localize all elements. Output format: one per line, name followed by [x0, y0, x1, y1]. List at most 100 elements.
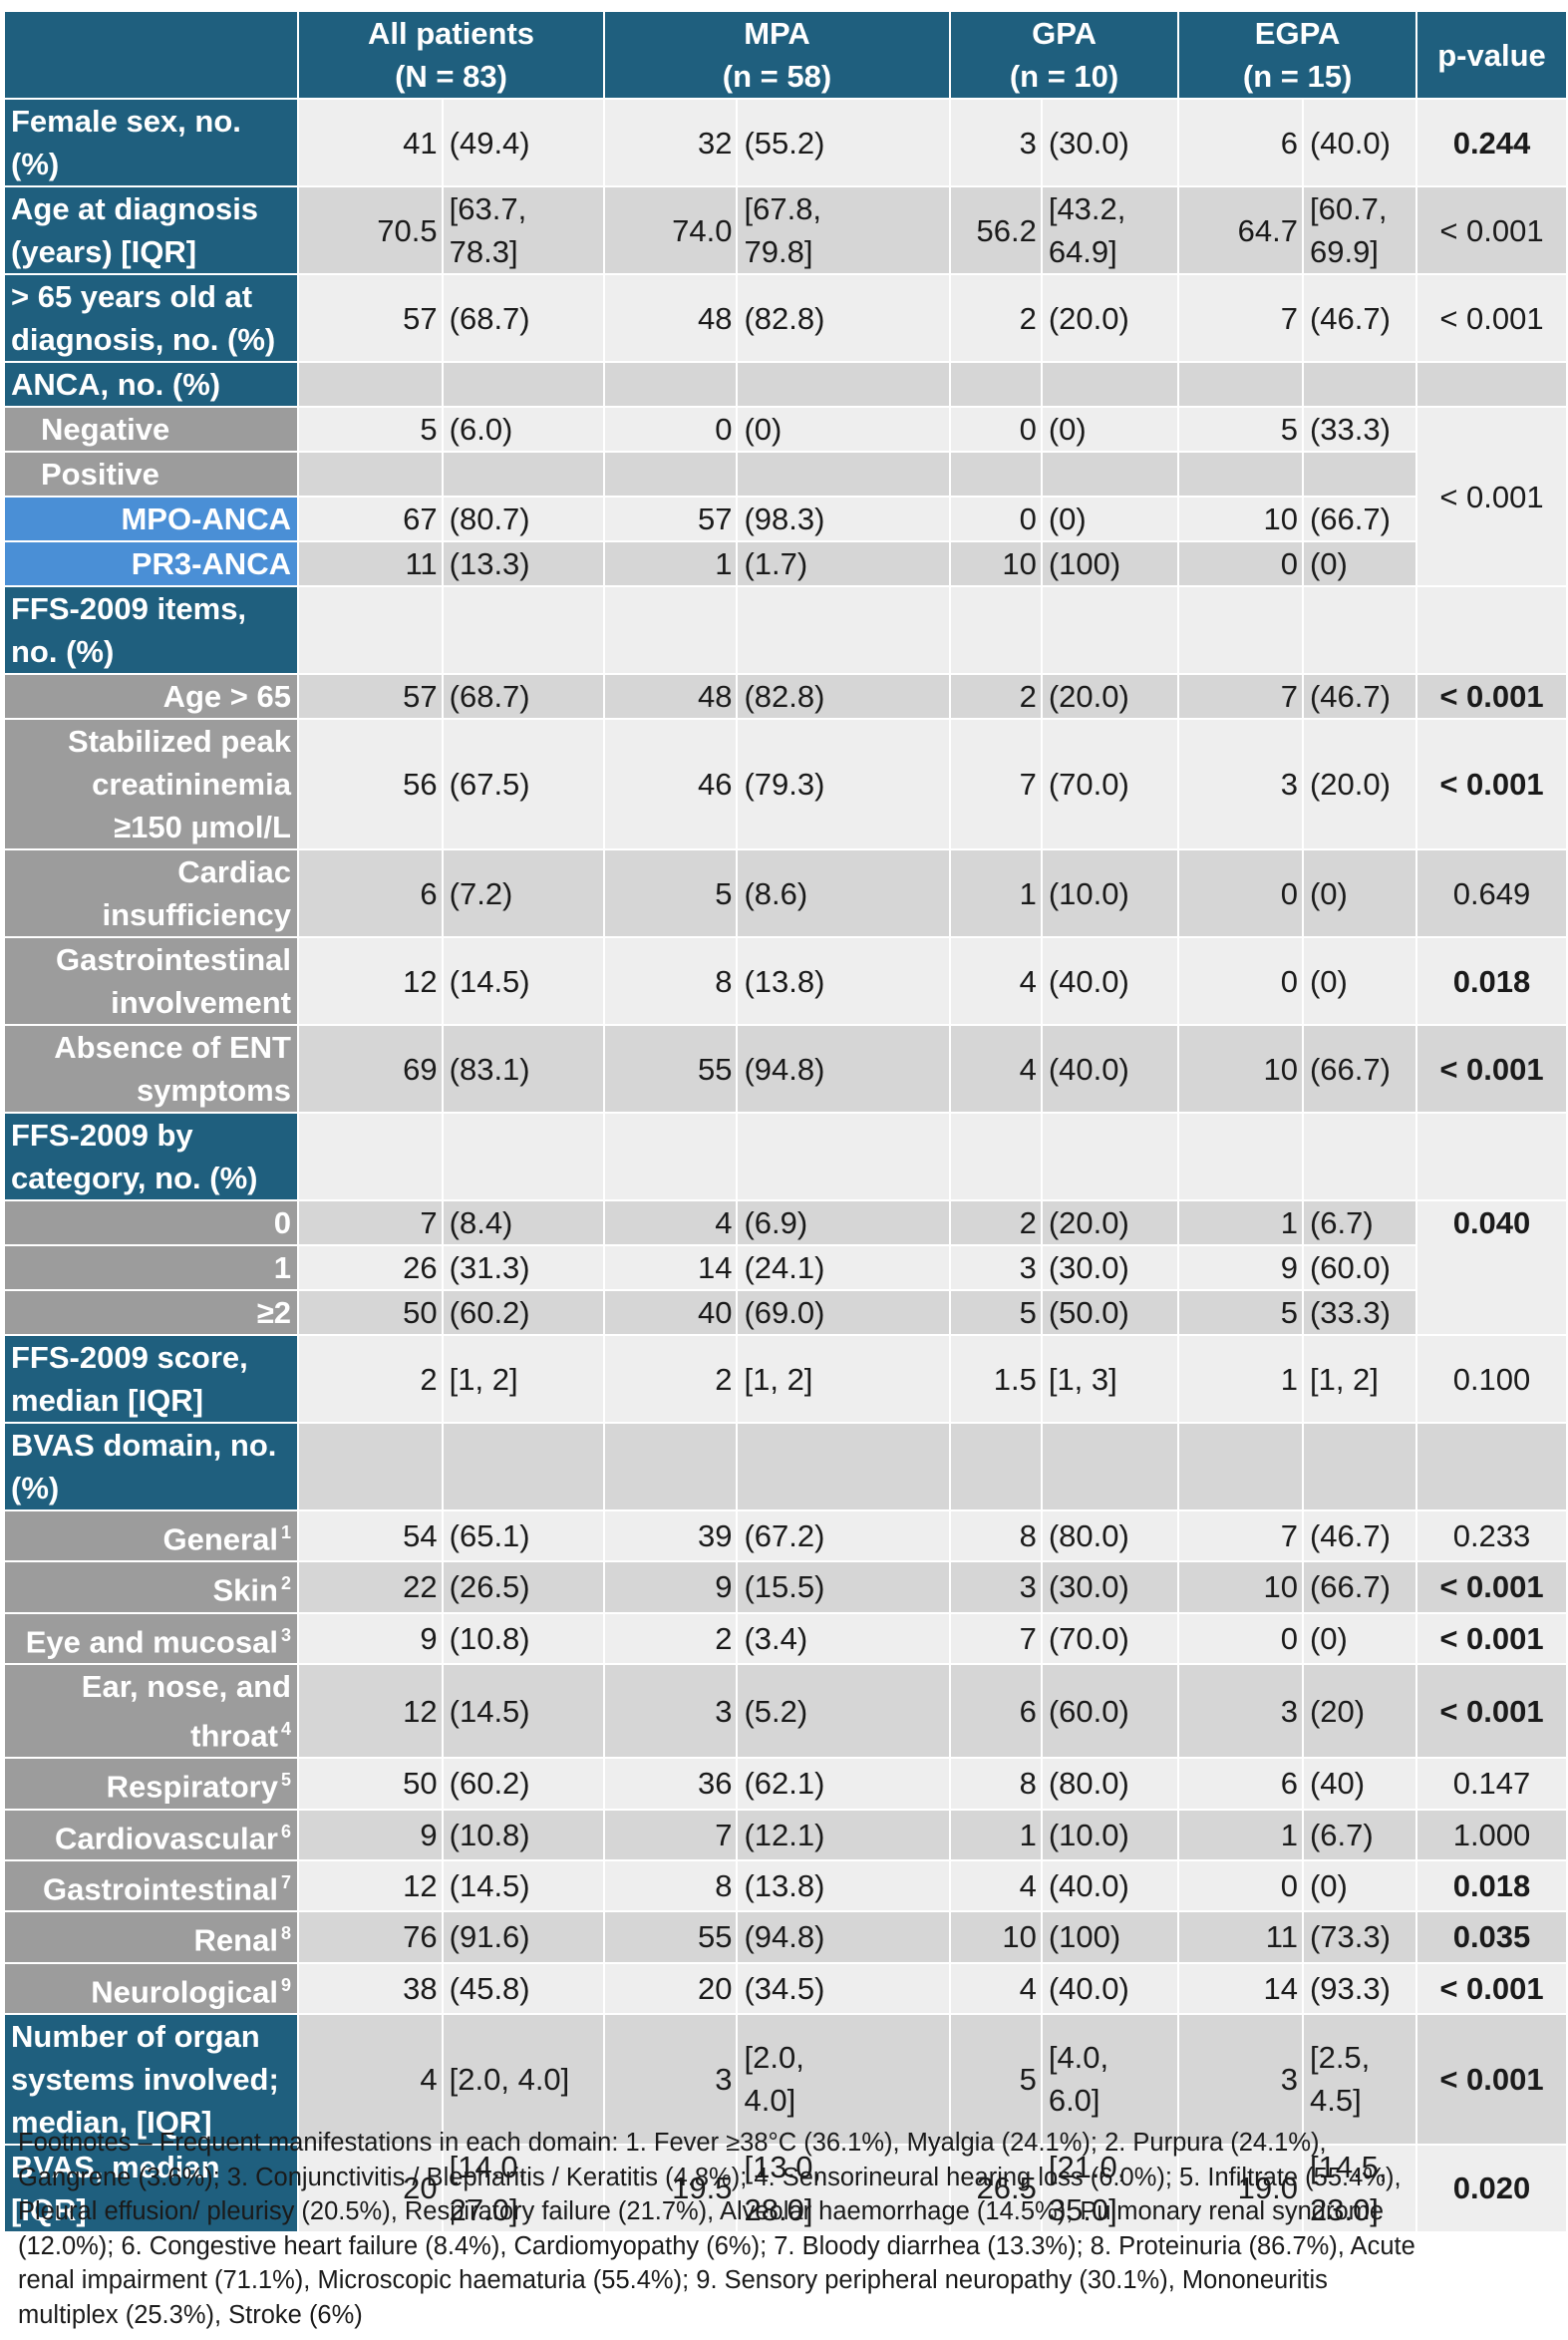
table-row: Negative 5 (6.0) 0 (0) 0 (0) 5 (33.3) < 0.001 — [3, 406, 1568, 587]
value-cell: 2 — [603, 1334, 739, 1424]
row-label: MPO-ANCA — [3, 496, 299, 542]
row-label: Gastrointestinal involvement — [3, 936, 299, 1026]
percent-cell: (40) — [1301, 1757, 1417, 1811]
value-cell — [1177, 585, 1304, 675]
percent-cell: (40.0) — [1040, 1024, 1180, 1114]
value-cell: 2 — [296, 1334, 444, 1424]
row-label: BVAS, median [IQR] — [3, 2143, 299, 2233]
p-value-cell: < 0.001 — [1414, 2012, 1568, 2146]
percent-cell — [1301, 361, 1417, 408]
percent-cell: [67.8, 79.8] — [736, 185, 951, 275]
percent-cell: (13.8) — [736, 936, 951, 1026]
p-value-cell: 0.100 — [1414, 1334, 1568, 1424]
percent-cell: (33.3) — [1301, 406, 1417, 453]
value-cell: 1 — [603, 540, 739, 587]
value-cell — [948, 1112, 1043, 1201]
percent-cell — [1040, 361, 1180, 408]
row-label: FFS-2009 items, no. (%) — [3, 585, 299, 675]
footnote-line: Gangrene (3.6%); 3. Conjunctivitis / Ble… — [18, 2163, 1402, 2191]
percent-cell: [4.0, 6.0] — [1040, 2012, 1180, 2146]
row-label: Respiratory 5 — [3, 1757, 299, 1811]
table-row: Gastrointestinal 7 12 (14.5) 8 (13.8) 4 (40.0) 0… — [3, 1858, 1568, 1913]
percent-cell: [13.0, 28.0] — [736, 2143, 951, 2233]
percent-cell: (46.7) — [1301, 1508, 1417, 1563]
p-value-cell: 0.018 — [1414, 936, 1568, 1026]
percent-cell: [2.0, 4.0] — [441, 2012, 606, 2146]
percent-cell: (31.3) — [441, 1244, 606, 1291]
value-cell: 7 — [948, 718, 1043, 850]
percent-cell: (98.3) — [736, 496, 951, 542]
value-cell: 38 — [296, 1961, 444, 2015]
footnote-ref: 4 — [280, 1718, 291, 1739]
percent-cell: (34.5) — [736, 1961, 951, 2015]
percent-cell: (66.7) — [1301, 1560, 1417, 1614]
value-cell: 48 — [603, 273, 739, 363]
percent-cell — [441, 1422, 606, 1511]
value-cell: 69 — [296, 1024, 444, 1114]
percent-cell: [14.0, 27.0] — [441, 2143, 606, 2233]
value-cell: 9 — [603, 1560, 739, 1614]
row-label: Skin 2 — [3, 1560, 299, 1614]
value-cell: 3 — [603, 2012, 739, 2146]
percent-cell: (6.0) — [441, 406, 606, 453]
percent-cell: (45.8) — [441, 1961, 606, 2015]
value-cell: 3 — [1177, 718, 1304, 850]
p-value-cell: < 0.001 — [1414, 1024, 1568, 1114]
percent-cell: (0) — [1301, 848, 1417, 938]
header-row: All patients (N = 83) MPA (n = 58) GPA (n =… — [3, 10, 1568, 100]
value-cell: 0 — [1177, 936, 1304, 1026]
value-cell — [1177, 1112, 1304, 1201]
table-row: General 1 54 (65.1) 39 (67.2) 8 (80.0) 7 (46.7) 0.… — [3, 1508, 1568, 1563]
percent-cell: (80.0) — [1040, 1757, 1180, 1811]
percent-cell: (49.4) — [441, 98, 606, 187]
row-label: Eye and mucosal 3 — [3, 1611, 299, 1665]
p-value-cell: < 0.001 — [1414, 406, 1568, 587]
value-cell — [603, 361, 739, 408]
baseline-characteristics-table: All patients (N = 83) MPA (n = 58) GPA (n =… — [3, 10, 1568, 2233]
percent-cell: (80.0) — [1040, 1508, 1180, 1563]
value-cell: 57 — [296, 673, 444, 720]
row-label: Age > 65 — [3, 673, 299, 720]
value-cell: 20 — [296, 2143, 444, 2233]
percent-cell: (20.0) — [1040, 273, 1180, 363]
table-row: Stabilized peak creatininemia ≥150 µmol/… — [3, 718, 1568, 850]
table-row: Renal 8 76 (91.6) 55 (94.8) 10 (100) 11 (73.3) 0.0… — [3, 1910, 1568, 1964]
value-cell: 0 — [603, 406, 739, 453]
percent-cell: (65.1) — [441, 1508, 606, 1563]
value-cell: 5 — [948, 1289, 1043, 1336]
value-cell: 6 — [1177, 1757, 1304, 1811]
percent-cell: [14.5, 23.0] — [1301, 2143, 1417, 2233]
percent-cell: (70.0) — [1040, 718, 1180, 850]
value-cell: 2 — [603, 1611, 739, 1665]
row-label: General 1 — [3, 1508, 299, 1563]
table-row: Absence of ENT symptoms 69 (83.1) 55 (94.8) 4… — [3, 1024, 1568, 1114]
percent-cell: (0) — [1301, 1858, 1417, 1913]
percent-cell — [441, 361, 606, 408]
percent-cell — [1301, 1112, 1417, 1201]
value-cell: 26.5 — [948, 2143, 1043, 2233]
percent-cell: (60.2) — [441, 1289, 606, 1336]
percent-cell: (91.6) — [441, 1910, 606, 1964]
value-cell: 32 — [603, 98, 739, 187]
value-cell: 8 — [948, 1508, 1043, 1563]
p-value-cell — [1414, 1422, 1568, 1511]
value-cell: 3 — [948, 1560, 1043, 1614]
header-egpa: EGPA (n = 15) — [1177, 10, 1417, 100]
percent-cell: (26.5) — [441, 1560, 606, 1614]
percent-cell: (10.8) — [441, 1808, 606, 1861]
percent-cell: (67.2) — [736, 1508, 951, 1563]
value-cell: 50 — [296, 1757, 444, 1811]
percent-cell: (82.8) — [736, 673, 951, 720]
percent-cell: (5.2) — [736, 1662, 951, 1760]
percent-cell: (3.4) — [736, 1611, 951, 1665]
percent-cell — [736, 361, 951, 408]
value-cell: 20 — [603, 1961, 739, 2015]
percent-cell: (70.0) — [1040, 1611, 1180, 1665]
p-value-cell — [1414, 1112, 1568, 1201]
percent-cell: (66.7) — [1301, 496, 1417, 542]
value-cell: 64.7 — [1177, 185, 1304, 275]
percent-cell: (60.0) — [1301, 1244, 1417, 1291]
value-cell: 3 — [1177, 2012, 1304, 2146]
value-cell: 4 — [948, 1024, 1043, 1114]
percent-cell: (66.7) — [1301, 1024, 1417, 1114]
